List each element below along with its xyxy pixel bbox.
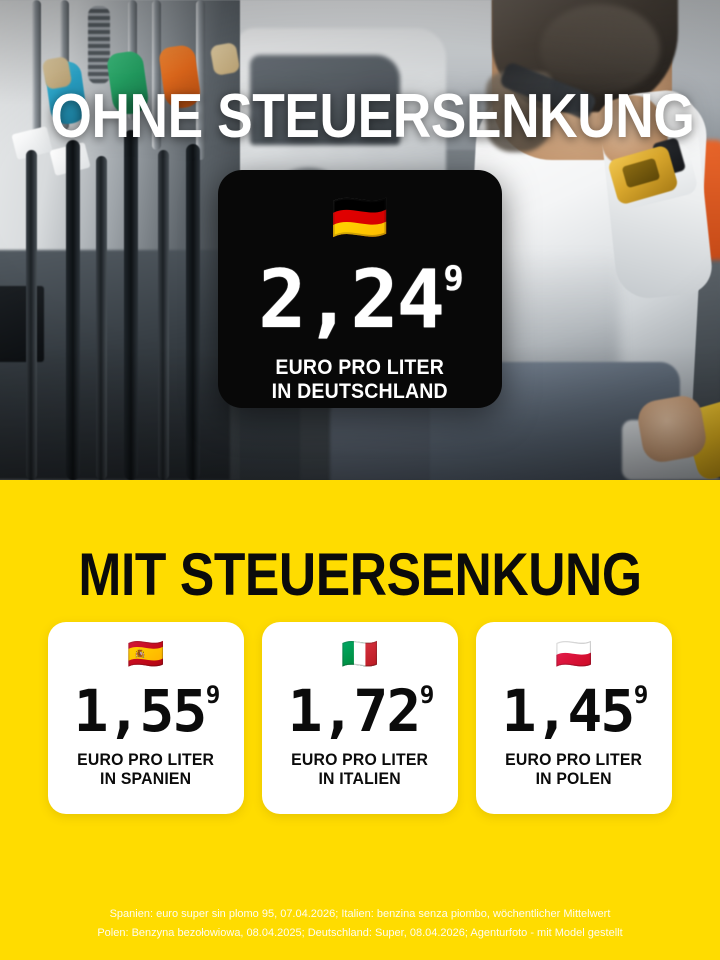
price-card-poland: 🇵🇱 1,45 9 EURO PRO LITER IN POLEN	[476, 622, 672, 814]
price-caption-germany: EURO PRO LITER IN DEUTSCHLAND	[272, 356, 448, 403]
source-footnote: Spanien: euro super sin plomo 95, 07.04.…	[0, 905, 720, 943]
price-main-poland: 1,45	[501, 677, 636, 745]
flag-poland-icon: 🇵🇱	[555, 638, 593, 671]
caption-line1-germany: EURO PRO LITER	[275, 356, 445, 379]
flag-spain-icon: 🇪🇸	[127, 638, 165, 671]
price-value-spain: 1,55 9	[73, 677, 221, 745]
price-cards-row: 🇪🇸 1,55 9 EURO PRO LITER IN SPANIEN 🇮🇹 1,…	[48, 622, 672, 814]
headline-without-tax-cut: OHNE STEUERSENKUNG	[50, 82, 695, 151]
gas-station-photo	[0, 0, 720, 480]
price-caption-italy: EURO PRO LITER IN ITALIEN	[291, 750, 428, 788]
caption-line1-poland: EURO PRO LITER	[505, 750, 643, 769]
flag-italy-icon: 🇮🇹	[341, 638, 379, 671]
price-superscript-poland: 9	[633, 680, 649, 710]
flag-germany-icon: 🇩🇪	[331, 191, 389, 243]
price-superscript-italy: 9	[419, 680, 435, 710]
price-main-italy: 1,72	[287, 677, 422, 745]
headline-with-tax-cut: MIT STEUERSENKUNG	[78, 541, 642, 608]
price-value-italy: 1,72 9	[287, 677, 435, 745]
footnote-line-2: Polen: Benzyna bezołowiowa, 08.04.2025; …	[97, 927, 623, 939]
price-caption-spain: EURO PRO LITER IN SPANIEN	[77, 750, 214, 788]
price-superscript-germany: 9	[443, 258, 464, 298]
caption-line1-spain: EURO PRO LITER	[77, 750, 215, 769]
caption-line1-italy: EURO PRO LITER	[291, 750, 429, 769]
price-value-poland: 1,45 9	[501, 677, 649, 745]
price-card-italy: 🇮🇹 1,72 9 EURO PRO LITER IN ITALIEN	[262, 622, 458, 814]
caption-line2-poland: IN POLEN	[535, 769, 613, 789]
footnote-line-1: Spanien: euro super sin plomo 95, 07.04.…	[109, 908, 611, 920]
price-caption-poland: EURO PRO LITER IN POLEN	[505, 750, 642, 788]
price-card-spain: 🇪🇸 1,55 9 EURO PRO LITER IN SPANIEN	[48, 622, 244, 814]
price-value-germany: 2,24 9	[258, 253, 464, 346]
price-main-spain: 1,55	[73, 677, 208, 745]
top-photo-section: OHNE STEUERSENKUNG 🇩🇪 2,24 9 EURO PRO LIT…	[0, 0, 720, 480]
price-superscript-spain: 9	[205, 680, 221, 710]
price-main-germany: 2,24	[258, 253, 445, 346]
caption-line2-germany: IN DEUTSCHLAND	[271, 379, 449, 403]
caption-line2-spain: IN SPANIEN	[100, 769, 192, 789]
caption-line2-italy: IN ITALIEN	[318, 769, 402, 789]
price-card-germany: 🇩🇪 2,24 9 EURO PRO LITER IN DEUTSCHLAND	[218, 170, 502, 408]
